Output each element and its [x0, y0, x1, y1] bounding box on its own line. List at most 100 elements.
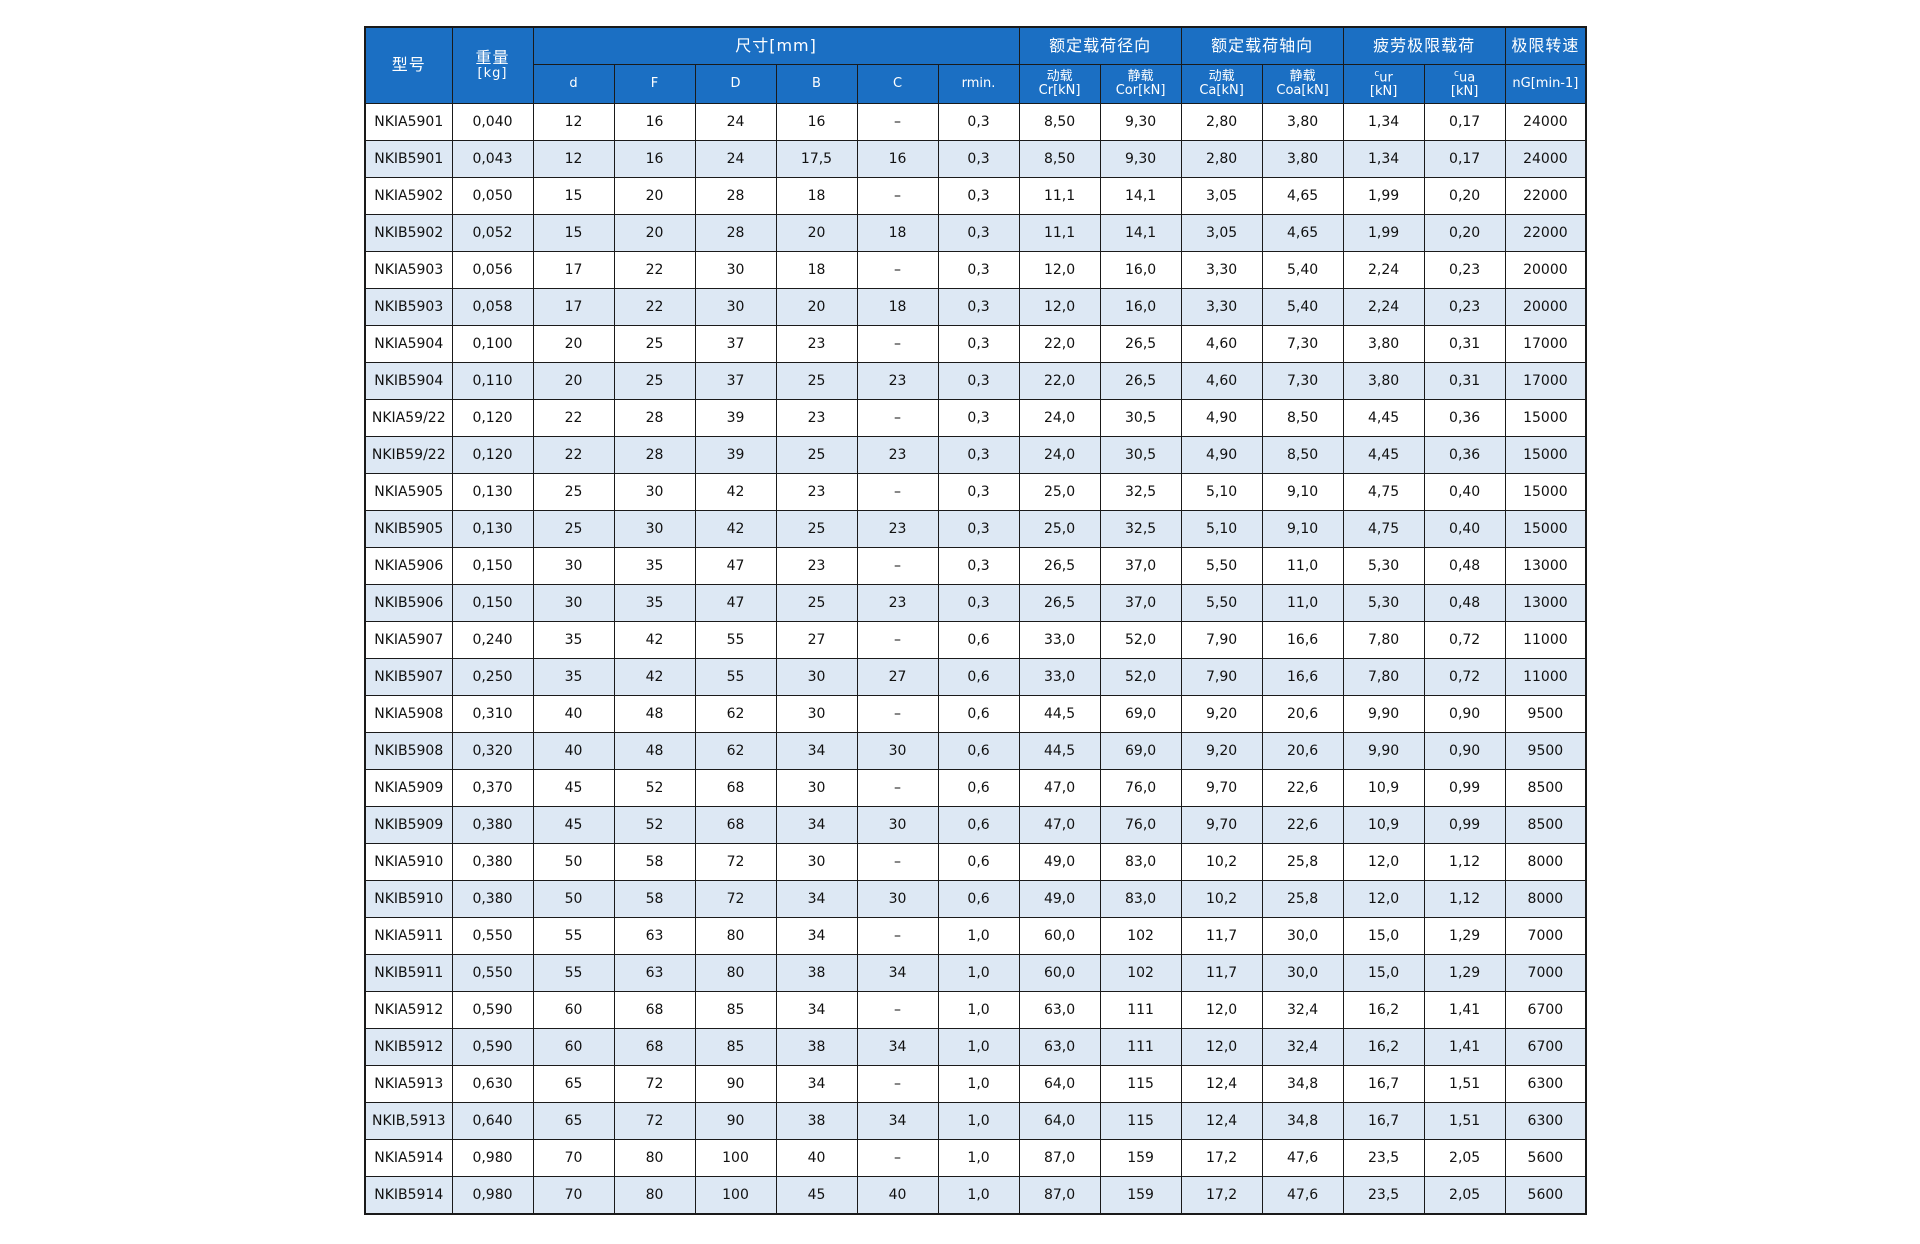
cell-cua: 0,40 [1423, 510, 1506, 548]
table-row: NKIA5909 0,370 45 52 68 30–0,6 47,0 76,0 9,70 22,… [364, 769, 1587, 807]
cell-cua: 0,40 [1423, 473, 1506, 511]
cell-d: 50 [532, 843, 615, 881]
fatigue-radial-sub: ur [1379, 70, 1393, 86]
table-row: NKIA5913 0,630 65 72 90 34–1,0 64,0 115 12,4 34,8… [364, 1065, 1587, 1103]
cell-f: 16 [613, 103, 696, 141]
cell-cua: 0,99 [1423, 769, 1506, 807]
cell-outer-d: 62 [694, 732, 777, 770]
cell-model: NKIB,5913 [364, 1102, 453, 1140]
cell-f: 35 [613, 547, 696, 585]
table-row: NKIA5903 0,056 17 22 30 18–0,3 12,0 16,0 3,30 5,4… [364, 251, 1587, 289]
cell-c: – [856, 547, 939, 585]
cell-c: 18 [856, 288, 939, 326]
cell-ca: 10,2 [1180, 843, 1263, 881]
cell-b: 18 [775, 177, 858, 215]
cell-cor: 83,0 [1099, 880, 1182, 918]
table-row: NKIB5903 0,058 17 22 30 20 18 0,3 12,0 16,0 3,30 5,… [364, 288, 1587, 326]
cell-weight: 0,380 [451, 843, 534, 881]
cell-cr: 22,0 [1018, 325, 1101, 363]
table-row: NKIA5910 0,380 50 58 72 30–0,6 49,0 83,0 10,2 25,… [364, 843, 1587, 881]
cell-weight: 0,100 [451, 325, 534, 363]
cell-cr: 33,0 [1018, 658, 1101, 696]
cell-ca: 4,90 [1180, 399, 1263, 437]
cell-cor: 30,5 [1099, 436, 1182, 474]
cell-cur: 15,0 [1342, 954, 1425, 992]
cell-model: NKIA5904 [364, 325, 453, 363]
cell-ca: 5,50 [1180, 547, 1263, 585]
cell-cur: 4,75 [1342, 473, 1425, 511]
cell-outer-d: 37 [694, 362, 777, 400]
cell-cr: 26,5 [1018, 584, 1101, 622]
cell-b: 34 [775, 806, 858, 844]
cell-cur: 16,7 [1342, 1102, 1425, 1140]
cell-b: 23 [775, 547, 858, 585]
cell-d: 30 [532, 584, 615, 622]
radial-static-label: 静载 [1127, 69, 1154, 85]
radial-load-header: 额定载荷径向 [1018, 26, 1182, 65]
cell-cua: 0,23 [1423, 251, 1506, 289]
table-row: NKIA5902 0,050 15 20 28 18–0,3 11,1 14,1 3,05 4,6… [364, 177, 1587, 215]
cell-f: 42 [613, 658, 696, 696]
cell-f: 72 [613, 1065, 696, 1103]
cell-ca: 10,2 [1180, 880, 1263, 918]
cell-weight: 0,380 [451, 880, 534, 918]
cell-d: 22 [532, 399, 615, 437]
cell-c: 30 [856, 880, 939, 918]
cell-f: 22 [613, 288, 696, 326]
cell-weight: 0,590 [451, 1028, 534, 1066]
cell-f: 48 [613, 695, 696, 733]
cell-outer-d: 39 [694, 399, 777, 437]
cell-cur: 15,0 [1342, 917, 1425, 955]
cell-c: – [856, 1065, 939, 1103]
cell-b: 20 [775, 214, 858, 252]
cell-cua: 2,05 [1423, 1139, 1506, 1177]
cell-c: 27 [856, 658, 939, 696]
cell-model: NKIB5907 [364, 658, 453, 696]
cell-c: – [856, 473, 939, 511]
cell-f: 58 [613, 843, 696, 881]
cell-ca: 12,4 [1180, 1065, 1263, 1103]
cell-d: 70 [532, 1139, 615, 1177]
cell-rmin: 0,3 [937, 288, 1020, 326]
table-row: NKIA5904 0,100 20 25 37 23–0,3 22,0 26,5 4,60 7,3… [364, 325, 1587, 363]
cell-speed: 9500 [1504, 732, 1587, 770]
cell-ca: 17,2 [1180, 1176, 1263, 1215]
table-row: NKIA5914 0,980 70 80 100 40–1,0 87,0 159 17,2 47,… [364, 1139, 1587, 1177]
cell-ca: 17,2 [1180, 1139, 1263, 1177]
cell-coa: 3,80 [1261, 103, 1344, 141]
fatigue-axial-symbol: cua [1425, 69, 1505, 85]
cell-ca: 4,90 [1180, 436, 1263, 474]
cell-cur: 7,80 [1342, 621, 1425, 659]
cell-weight: 0,110 [451, 362, 534, 400]
cell-speed: 15000 [1504, 473, 1587, 511]
cell-coa: 11,0 [1261, 547, 1344, 585]
cell-cr: 49,0 [1018, 843, 1101, 881]
cell-rmin: 0,3 [937, 510, 1020, 548]
cell-ca: 9,70 [1180, 806, 1263, 844]
cell-rmin: 0,6 [937, 732, 1020, 770]
cell-f: 52 [613, 806, 696, 844]
cell-cua: 0,23 [1423, 288, 1506, 326]
cell-cr: 26,5 [1018, 547, 1101, 585]
cell-outer-d: 42 [694, 473, 777, 511]
cell-rmin: 0,3 [937, 103, 1020, 141]
cell-cr: 44,5 [1018, 695, 1101, 733]
cell-cua: 0,90 [1423, 732, 1506, 770]
table-body: NKIA5901 0,040 12 16 24 16–0,3 8,50 9,30 2,80 3,8… [364, 103, 1587, 1215]
cell-cur: 3,80 [1342, 362, 1425, 400]
cell-speed: 13000 [1504, 584, 1587, 622]
cell-cur: 12,0 [1342, 880, 1425, 918]
axial-load-header: 额定载荷轴向 [1180, 26, 1344, 65]
cell-outer-d: 39 [694, 436, 777, 474]
cell-speed: 5600 [1504, 1139, 1587, 1177]
cell-speed: 8000 [1504, 843, 1587, 881]
cell-c: – [856, 1139, 939, 1177]
cell-ca: 2,80 [1180, 140, 1263, 178]
cell-ca: 12,0 [1180, 991, 1263, 1029]
cell-weight: 0,052 [451, 214, 534, 252]
cell-cr: 24,0 [1018, 436, 1101, 474]
cell-d: 55 [532, 917, 615, 955]
cell-model: NKIA5913 [364, 1065, 453, 1103]
cell-model: NKIB5910 [364, 880, 453, 918]
cell-cor: 26,5 [1099, 325, 1182, 363]
